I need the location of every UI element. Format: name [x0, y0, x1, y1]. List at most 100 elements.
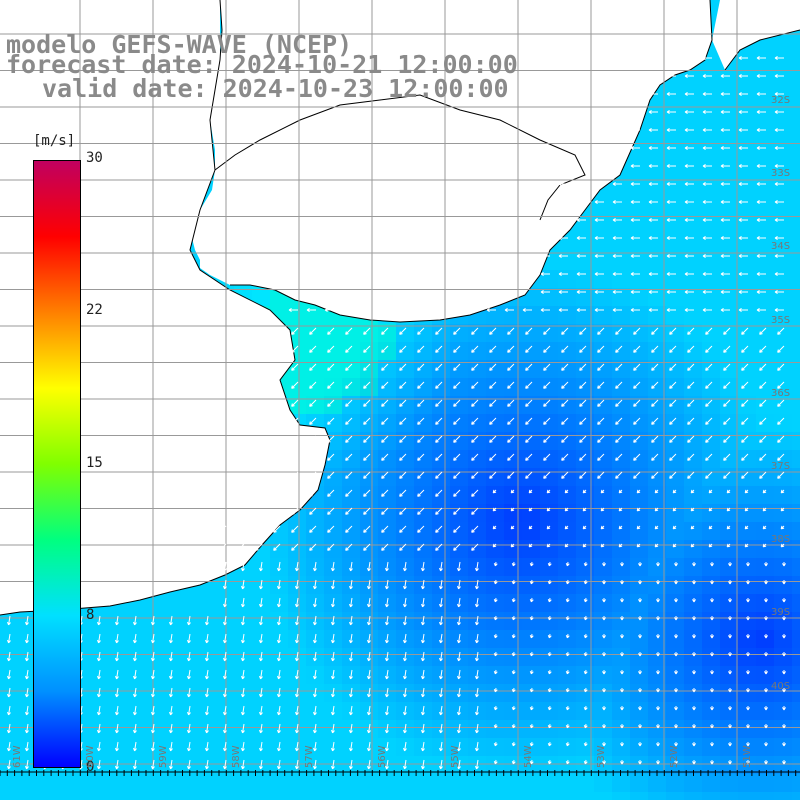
- wind-arrow: [363, 417, 371, 425]
- wind-arrow: [782, 562, 786, 567]
- wind-arrow: [309, 525, 317, 533]
- land-area: [0, 0, 330, 615]
- wind-arrow: [241, 687, 245, 698]
- wind-arrow: [777, 363, 785, 371]
- wind-cell: [702, 414, 720, 432]
- wind-arrow: [277, 723, 281, 734]
- wind-arrow: [746, 688, 750, 693]
- wind-arrow: [421, 687, 425, 698]
- wind-cell: [468, 396, 486, 414]
- wind-cell: [450, 450, 468, 468]
- wind-cell: [558, 342, 576, 360]
- wind-arrow: [489, 453, 497, 461]
- wind-arrow: [457, 669, 461, 680]
- wind-cell: [612, 450, 630, 468]
- wind-arrow: [615, 327, 623, 335]
- wind-cell: [360, 792, 378, 804]
- wind-cell: [756, 522, 774, 540]
- wind-cell: [648, 414, 666, 432]
- wind-arrow: [324, 308, 334, 312]
- wind-cell: [216, 774, 234, 792]
- wind-cell: [792, 126, 800, 144]
- wind-arrow: [385, 561, 389, 572]
- wind-arrow: [421, 723, 425, 734]
- wind-arrow: [97, 669, 101, 680]
- wind-arrow: [543, 381, 551, 389]
- wind-arrow: [564, 525, 569, 530]
- wind-arrow: [612, 290, 622, 294]
- longitude-label: 59W: [158, 745, 169, 768]
- wind-cell: [792, 666, 800, 684]
- wind-arrow: [345, 381, 353, 389]
- wind-arrow: [417, 543, 425, 551]
- wind-cell: [504, 702, 522, 720]
- wind-arrow: [457, 579, 461, 590]
- wind-cell: [756, 360, 774, 378]
- wind-arrow: [597, 435, 605, 443]
- wind-cell: [666, 468, 684, 486]
- wind-arrow: [223, 687, 227, 698]
- wind-arrow: [738, 74, 748, 78]
- wind-cell: [324, 342, 342, 360]
- wind-cell: [684, 612, 702, 630]
- wind-cell: [756, 378, 774, 396]
- wind-arrow: [435, 399, 443, 407]
- wind-cell: [738, 684, 756, 702]
- wind-arrow: [493, 633, 498, 639]
- wind-arrow: [345, 363, 353, 371]
- wind-arrow: [453, 363, 461, 371]
- wind-arrow: [291, 543, 299, 551]
- wind-cell: [702, 630, 720, 648]
- wind-cell: [576, 792, 594, 804]
- wind-cell: [450, 792, 468, 804]
- wind-arrow: [633, 345, 641, 353]
- wind-arrow: [782, 580, 786, 585]
- wind-arrow: [187, 723, 191, 734]
- wind-arrow: [746, 598, 750, 603]
- wind-cell: [738, 630, 756, 648]
- wind-arrow: [288, 308, 298, 312]
- wind-arrow: [630, 74, 640, 78]
- wind-cell: [540, 756, 558, 774]
- wind-arrow: [756, 164, 766, 168]
- wind-arrow: [546, 507, 551, 512]
- wind-arrow: [493, 687, 498, 693]
- wind-arrow: [741, 345, 749, 353]
- wind-arrow: [295, 741, 299, 752]
- wind-arrow: [327, 417, 335, 425]
- wind-cell: [702, 342, 720, 360]
- latitude-label: 39S: [771, 607, 791, 619]
- wind-arrow: [450, 308, 460, 312]
- wind-cell: [558, 630, 576, 648]
- wind-arrow: [205, 633, 209, 644]
- wind-cell: [306, 342, 324, 360]
- wind-arrow: [602, 616, 606, 621]
- wind-arrow: [744, 525, 749, 530]
- wind-arrow: [656, 598, 660, 603]
- wind-arrow: [439, 615, 443, 626]
- wind-cell: [522, 396, 540, 414]
- wind-arrow: [457, 651, 461, 662]
- wind-arrow: [630, 164, 640, 168]
- wind-arrow: [439, 723, 443, 734]
- wind-arrow: [741, 453, 749, 461]
- wind-cell: [594, 522, 612, 540]
- wind-arrow: [223, 579, 227, 590]
- wind-arrow: [475, 615, 479, 626]
- wind-arrow: [654, 543, 659, 548]
- wind-cell: [468, 378, 486, 396]
- wind-arrow: [558, 200, 568, 204]
- wind-cell: [702, 774, 720, 792]
- wind-arrow: [602, 742, 606, 747]
- wind-arrow: [547, 561, 552, 567]
- wind-cell: [720, 594, 738, 612]
- wind-cell: [576, 324, 594, 342]
- wind-arrow: [7, 615, 11, 626]
- wind-arrow: [666, 254, 676, 258]
- wind-arrow: [723, 417, 731, 425]
- wind-arrow: [540, 254, 550, 258]
- wind-arrow: [741, 471, 749, 479]
- wind-arrow: [313, 759, 317, 770]
- wind-arrow: [205, 723, 209, 734]
- wind-arrow: [726, 525, 731, 530]
